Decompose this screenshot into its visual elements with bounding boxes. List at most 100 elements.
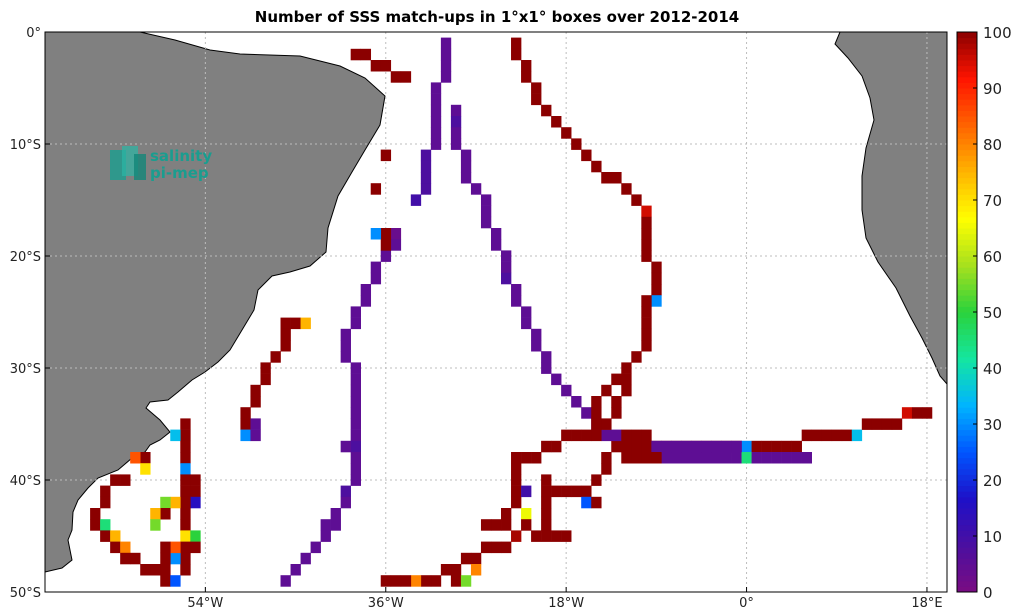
matchup-cell: [531, 82, 542, 94]
colorbar: 0 10 20 30 40 50 60 70 80 90 100: [956, 24, 1012, 602]
matchup-cell: [641, 295, 652, 307]
colorbar-segment: [957, 160, 977, 167]
matchup-cell: [480, 519, 492, 531]
matchup-cell: [490, 541, 502, 554]
matchup-cell: [591, 396, 602, 408]
colorbar-segment: [957, 407, 977, 414]
matchup-cell: [511, 474, 522, 486]
colorbar-segment: [957, 121, 977, 128]
matchup-cell: [470, 552, 482, 565]
colorbar-segment: [957, 586, 977, 593]
colorbar-segment: [957, 379, 977, 386]
matchup-cell: [180, 496, 191, 509]
matchup-cell: [791, 440, 802, 453]
matchup-cell: [120, 541, 131, 554]
matchup-cell: [721, 440, 732, 453]
colorbar-segment: [957, 530, 977, 537]
matchup-cell: [440, 37, 452, 50]
matchup-cell: [551, 116, 562, 128]
matchup-cell: [591, 407, 602, 419]
matchup-cell: [160, 541, 171, 554]
matchup-cell: [340, 328, 351, 341]
matchup-cell: [150, 564, 161, 576]
matchup-cell: [631, 429, 642, 442]
matchup-cell: [551, 485, 562, 498]
x-tick-label: 18°W: [548, 596, 584, 610]
matchup-cell: [180, 429, 191, 442]
matchup-cell: [450, 116, 462, 128]
matchup-cell: [511, 48, 522, 61]
y-tick-label: 10°S: [10, 138, 41, 153]
matchup-cell: [661, 440, 672, 453]
matchup-cell: [450, 127, 462, 139]
matchup-cell: [360, 284, 372, 296]
colorbar-tick-label: 60: [983, 248, 1002, 266]
matchup-cell: [350, 396, 361, 408]
matchup-cell: [521, 60, 532, 72]
matchup-cell: [110, 541, 121, 554]
matchup-cell: [511, 496, 522, 509]
matchup-cell: [120, 552, 131, 565]
colorbar-tick-label: 100: [983, 24, 1012, 42]
matchup-cell: [881, 418, 893, 430]
matchup-cell: [390, 239, 402, 251]
matchup-cell: [250, 396, 261, 408]
colorbar-tick-label: 20: [983, 472, 1002, 490]
matchup-cell: [531, 452, 542, 464]
matchup-cell: [751, 440, 762, 453]
matchup-cell: [460, 149, 472, 162]
matchup-cell: [561, 429, 572, 442]
matchup-cell: [100, 485, 111, 498]
matchup-cell: [511, 37, 522, 50]
colorbar-segment: [957, 200, 977, 207]
matchup-cell: [541, 496, 552, 509]
matchup-cell: [641, 452, 652, 464]
matchup-cell: [521, 508, 532, 520]
matchup-cell: [831, 429, 843, 442]
matchup-cell: [611, 440, 622, 453]
matchup-cell: [460, 160, 472, 173]
x-tick-label: 54°W: [187, 596, 223, 610]
matchup-cell: [440, 60, 452, 72]
colorbar-segment: [957, 233, 977, 240]
colorbar-segment: [957, 211, 977, 218]
colorbar-segment: [957, 351, 977, 358]
matchup-cell: [330, 519, 341, 531]
matchup-cell: [340, 440, 351, 453]
colorbar-segment: [957, 440, 977, 447]
matchup-cell: [631, 440, 642, 453]
matchup-cell: [871, 418, 883, 430]
matchup-cell: [611, 396, 622, 408]
matchup-cell: [631, 452, 642, 464]
matchup-cell: [591, 418, 602, 430]
colorbar-segment: [957, 491, 977, 498]
colorbar-segment: [957, 239, 977, 246]
colorbar-segment: [957, 205, 977, 212]
matchup-cell: [641, 250, 652, 262]
matchup-cell: [591, 496, 602, 509]
matchup-cell: [691, 440, 702, 453]
matchup-cell: [430, 127, 442, 139]
matchup-cell: [531, 93, 542, 106]
matchup-cell: [541, 485, 552, 498]
colorbar-segment: [957, 155, 977, 162]
matchup-cell: [611, 172, 622, 184]
matchup-cell: [180, 485, 191, 498]
colorbar-segment: [957, 88, 977, 95]
matchup-cell: [641, 340, 652, 352]
matchup-cell: [641, 440, 652, 453]
matchup-cell: [501, 519, 512, 531]
matchup-cell: [531, 530, 542, 542]
colorbar-segment: [957, 60, 977, 67]
matchup-cell: [320, 530, 331, 542]
matchup-cell: [280, 340, 291, 352]
matchup-cell: [420, 160, 432, 173]
colorbar-segment: [957, 43, 977, 50]
colorbar-segment: [957, 468, 977, 475]
colorbar-segment: [957, 519, 977, 526]
matchup-cell: [621, 452, 632, 464]
matchup-cell: [591, 474, 602, 486]
matchup-cell: [350, 373, 361, 386]
matchup-cell: [420, 575, 432, 587]
colorbar-segment: [957, 558, 977, 565]
